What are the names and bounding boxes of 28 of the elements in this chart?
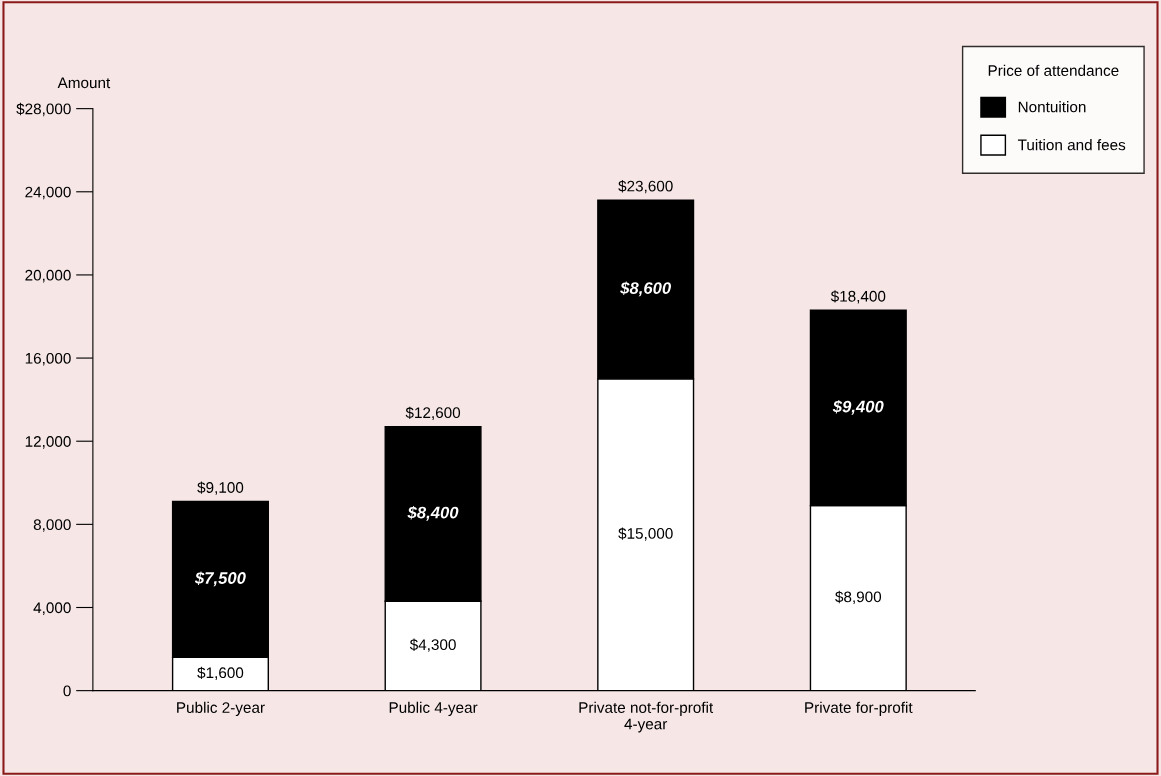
x-tick-label: Public 2-year	[177, 701, 265, 716]
data-label: $15,000	[618, 527, 673, 541]
y-tick-label: 4,000	[33, 602, 71, 615]
data-label: $1,600	[197, 666, 244, 680]
legend-label: Nontuition	[1018, 101, 1086, 113]
data-label: $9,400	[832, 399, 884, 415]
legend-label: Tuition and fees	[1017, 139, 1126, 151]
data-label: $4,300	[409, 638, 456, 652]
x-tick-label: Public 4-year	[389, 701, 478, 716]
annotation: $12,600	[405, 406, 461, 420]
y-tick-label: 0	[63, 685, 71, 697]
y-tick-label: 8,000	[33, 519, 71, 532]
data-label: $8,600	[620, 281, 672, 297]
x-tick-label: Private not-for-profit 4-year	[579, 701, 714, 733]
annotation: $23,600	[618, 180, 673, 194]
y-axis-title: Amount	[57, 77, 111, 89]
x-tick-label: Private for-profit	[805, 701, 913, 716]
y-tick-label: 24,000	[25, 186, 71, 200]
legend-title: Price of attendance	[988, 64, 1119, 76]
annotation: $18,400	[830, 290, 886, 304]
data-label: $8,400	[407, 505, 459, 521]
data-label: $7,500	[194, 571, 246, 587]
y-tick-label: $28,000	[16, 102, 71, 117]
y-tick-label: 12,000	[25, 436, 71, 449]
y-tick-label: 20,000	[25, 269, 71, 283]
y-tick-label: 16,000	[25, 352, 71, 366]
data-label: $8,900	[835, 590, 882, 605]
annotation: $9,100	[197, 481, 244, 495]
